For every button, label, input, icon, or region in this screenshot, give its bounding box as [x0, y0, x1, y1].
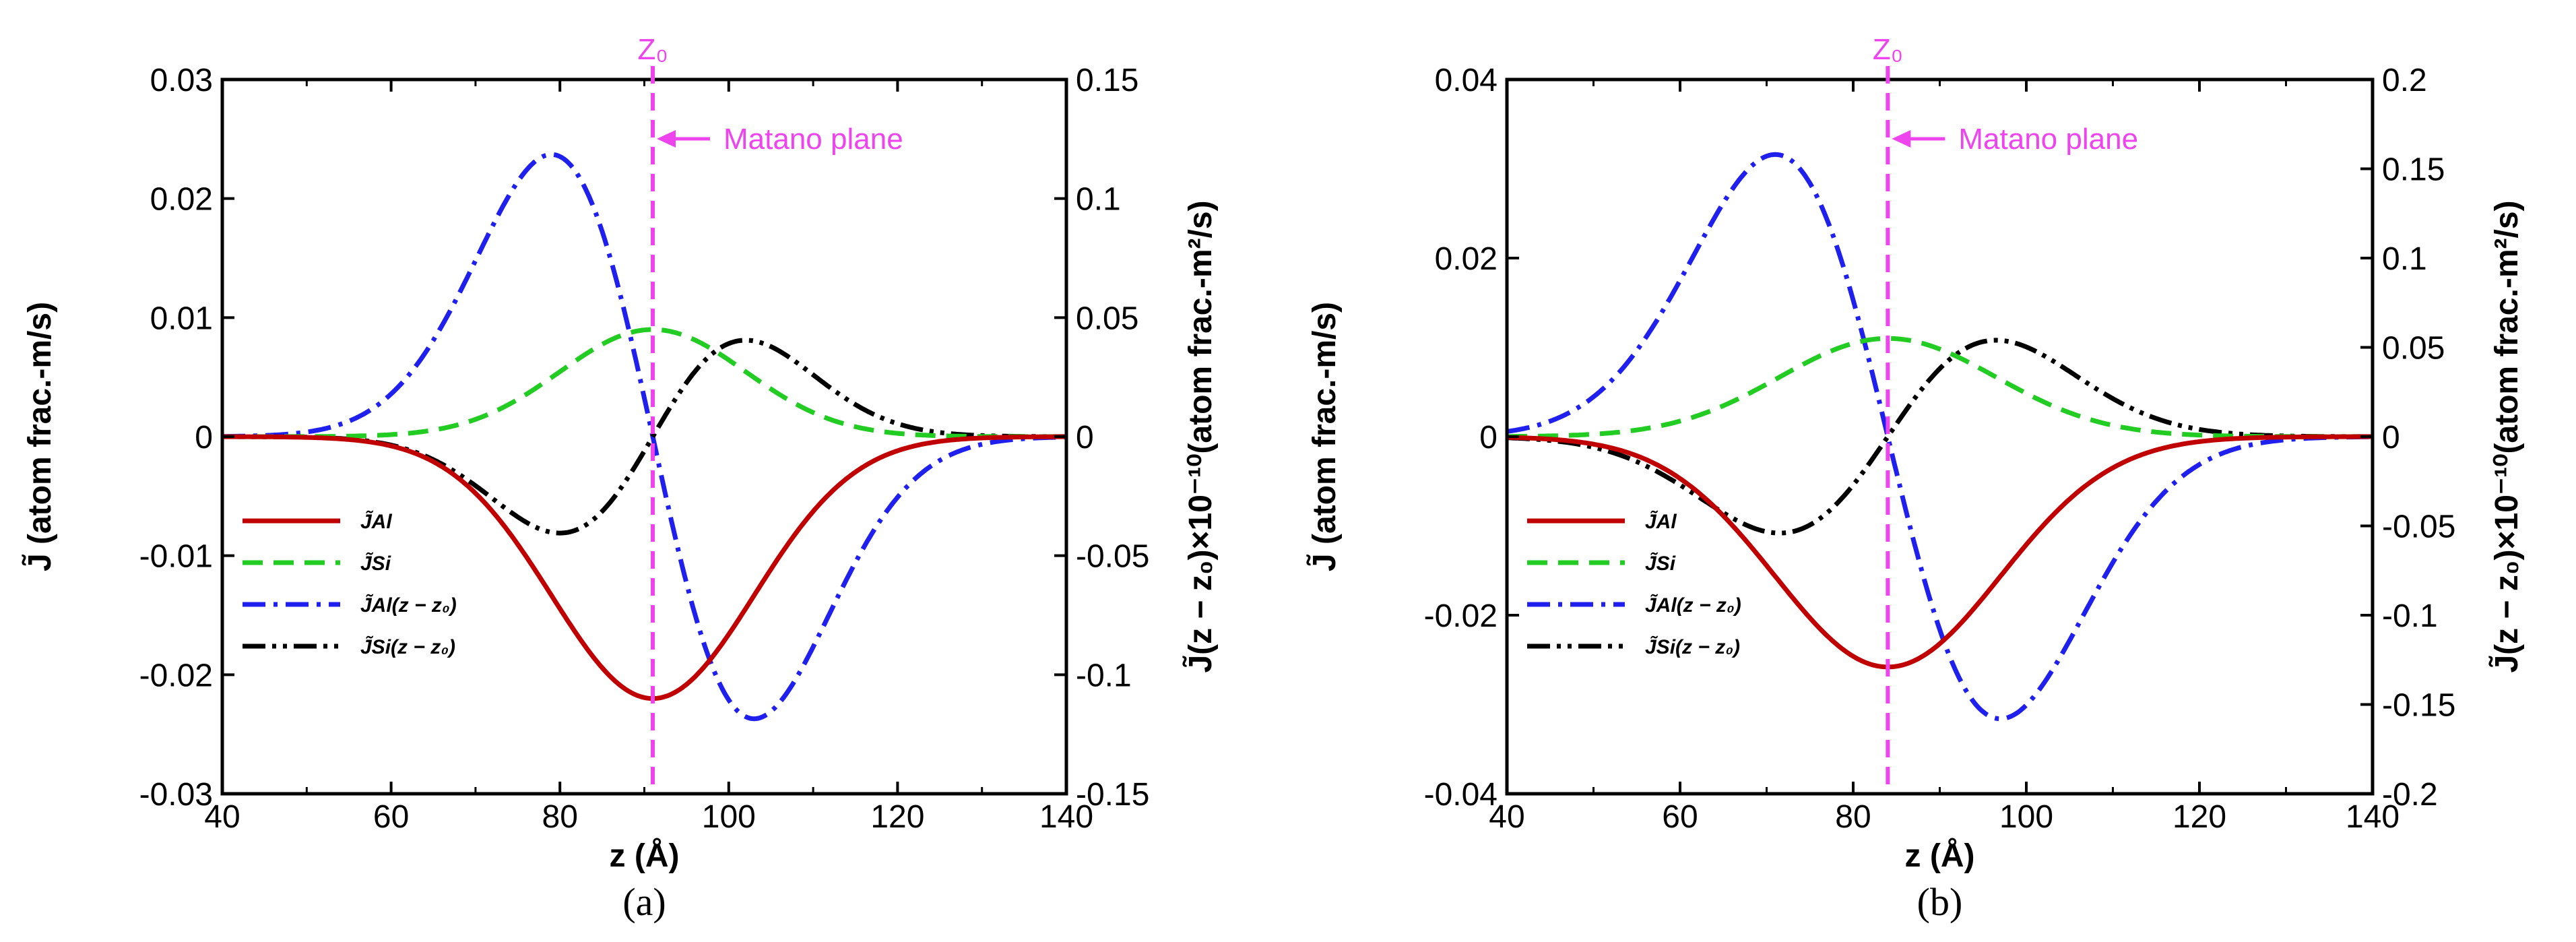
y-left-tick-label: -0.03 [139, 777, 213, 813]
x-tick-label: 80 [1835, 799, 1871, 835]
y-right-tick-label: 0.05 [2382, 331, 2445, 367]
y-left-tick-label: -0.02 [139, 658, 213, 693]
y-left-tick-label: -0.01 [139, 539, 213, 575]
chart-panel-b: 40 60 80 100 120 140 z (Å) 0.04 0.02 0 -0.02 -0.04 J… [1306, 33, 2525, 924]
series-line-si [222, 327, 1066, 439]
y-right-axis-title: J̃(z − z₀)×10⁻¹⁰(atom frac.-m²/s) [2488, 200, 2525, 672]
y-right-tick-label: -0.05 [1076, 539, 1149, 575]
y-left-tick-label: -0.04 [1424, 777, 1498, 813]
y-right-tick-label: -0.15 [1076, 777, 1149, 813]
y-axis-left: 0.03 0.02 0.01 0 -0.01 -0.02 -0.03 J̃ (atom fra… [22, 63, 234, 813]
y-right-tick-label: -0.1 [1076, 658, 1132, 693]
plot-area [1507, 152, 2373, 722]
y-right-axis-title: J̃(z − z₀)×10⁻¹⁰(atom frac.-m²/s) [1182, 200, 1219, 672]
legend-label-al_moment: J̃Al(z − z₀) [1645, 594, 1741, 617]
x-tick-label: 40 [204, 799, 240, 835]
series-line-al [222, 434, 1066, 701]
series-line-al_moment [222, 152, 1066, 722]
legend-label-al: J̃Al [360, 510, 392, 533]
x-tick-label: 100 [702, 799, 756, 835]
y-right-tick-label: 0 [2382, 420, 2400, 456]
x-tick-label: 140 [1039, 799, 1093, 835]
x-tick-label: 120 [2172, 799, 2226, 835]
matano-arrow-head [1892, 130, 1911, 148]
x-axis: 40 60 80 100 120 140 z (Å) [1489, 80, 2400, 874]
series-line-al_moment [1507, 152, 2373, 722]
y-right-tick-label: 0.2 [2382, 63, 2427, 98]
y-right-tick-label: -0.1 [2382, 598, 2438, 634]
matano-arrow-head [657, 130, 676, 148]
series-line-al [1507, 434, 2373, 670]
y-left-tick-label: 0.02 [1435, 241, 1498, 277]
y-axis-right: 0.15 0.1 0.05 0 -0.05 -0.1 -0.15 J̃(z − z₀)×10⁻… [1054, 63, 1219, 813]
legend-label-si: J̃Si [360, 552, 391, 575]
legend-label-al: J̃Al [1645, 510, 1677, 533]
x-axis-title: z (Å) [610, 838, 680, 874]
series-line-si [1507, 336, 2373, 439]
y-axis-right: 0.2 0.15 0.1 0.05 0 -0.05 -0.1 -0.15 -0.2 J̃(z − … [2360, 63, 2525, 813]
legend-label-si_moment: J̃Si(z − z₀) [360, 635, 455, 658]
y-right-tick-label: 0 [1076, 420, 1094, 456]
y-right-tick-label: -0.15 [2382, 688, 2455, 724]
legend: J̃Al J̃Si J̃Al(z − z₀) J̃Si(z − z₀) [243, 510, 457, 658]
legend-label-si: J̃Si [1645, 552, 1676, 575]
x-axis: 40 60 80 100 120 140 z (Å) [204, 80, 1093, 874]
x-tick-label: 80 [542, 799, 578, 835]
x-tick-label: 100 [1999, 799, 2053, 835]
chart-panel-a: 40 60 80 100 120 140 z (Å) 0.03 0.02 0.01 0 -0.01 -0… [22, 33, 1219, 924]
x-axis-title: z (Å) [1905, 838, 1975, 874]
series-line-si_moment [1507, 338, 2373, 536]
y-left-tick-label: -0.02 [1424, 598, 1498, 634]
y-left-tick-label: 0.04 [1435, 63, 1498, 98]
x-tick-label: 60 [1662, 799, 1698, 835]
y-left-tick-label: 0.02 [150, 182, 213, 218]
panel-caption: (a) [622, 880, 666, 924]
plot-area [222, 152, 1066, 722]
legend: J̃Al J̃Si J̃Al(z − z₀) J̃Si(z − z₀) [1527, 510, 1741, 658]
y-right-tick-label: 0.15 [1076, 63, 1138, 98]
z0-label: Z₀ [1873, 33, 1903, 66]
y-left-tick-label: 0.03 [150, 63, 213, 98]
y-left-tick-label: 0.01 [150, 301, 213, 336]
y-right-tick-label: 0.15 [2382, 152, 2445, 188]
matano-label: Matano plane [1958, 123, 2138, 156]
legend-label-si_moment: J̃Si(z − z₀) [1645, 635, 1740, 658]
y-left-axis-title: J̃ (atom frac.-m/s) [1306, 302, 1343, 571]
y-axis-left: 0.04 0.02 0 -0.02 -0.04 J̃ (atom frac.-m/s) [1306, 63, 1519, 813]
y-right-tick-label: -0.05 [2382, 509, 2455, 545]
y-right-tick-label: 0.05 [1076, 301, 1138, 336]
x-tick-label: 120 [870, 799, 924, 835]
y-right-tick-label: 0.1 [1076, 182, 1121, 218]
x-tick-label: 40 [1489, 799, 1524, 835]
y-right-tick-label: 0.1 [2382, 241, 2427, 277]
x-tick-label: 140 [2346, 799, 2400, 835]
z0-label: Z₀ [637, 33, 668, 66]
panel-caption: (b) [1917, 880, 1963, 924]
x-tick-label: 60 [373, 799, 409, 835]
y-left-axis-title: J̃ (atom frac.-m/s) [22, 302, 58, 571]
y-right-tick-label: -0.2 [2382, 777, 2438, 813]
y-left-tick-label: 0 [1479, 420, 1498, 456]
matano-label: Matano plane [723, 123, 903, 156]
legend-label-al_moment: J̃Al(z − z₀) [360, 594, 457, 617]
y-left-tick-label: 0 [195, 420, 213, 456]
